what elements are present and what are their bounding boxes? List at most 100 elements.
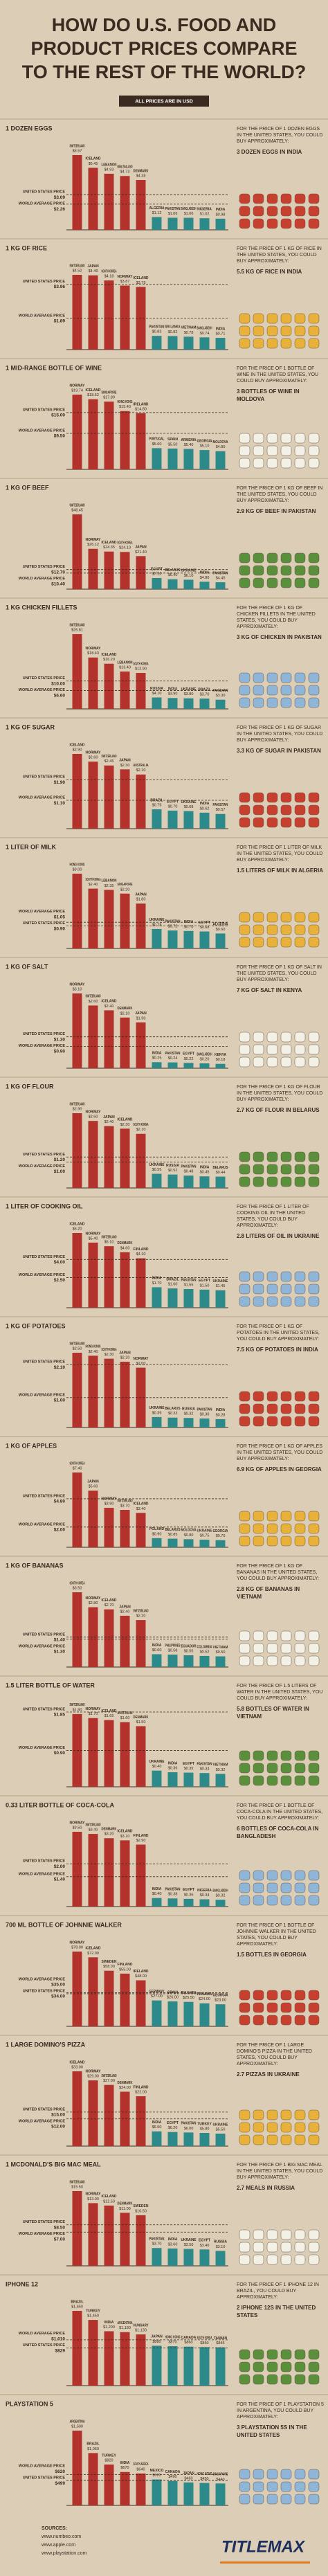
value-label: $4.10 xyxy=(136,1252,146,1257)
bar xyxy=(215,1540,226,1547)
icon xyxy=(253,792,264,803)
comparison-text: FOR THE PRICE OF 1.5 LITERS OF WATER IN … xyxy=(237,1683,324,1720)
icon xyxy=(280,937,292,948)
icon xyxy=(294,2494,306,2505)
country-label: EGYPT xyxy=(183,1052,194,1056)
country-label: SOUTH KOREA xyxy=(197,2336,212,2341)
icon xyxy=(308,697,320,708)
icon xyxy=(308,1643,320,1654)
country-label: JAPAN xyxy=(119,1351,131,1355)
value-label: $0.72 xyxy=(168,925,178,929)
value-label: $2.70 xyxy=(104,1603,114,1607)
country-label: BELARUS xyxy=(165,1407,181,1411)
icon xyxy=(308,1630,320,1641)
icon xyxy=(253,193,264,204)
country-label: ICELAND xyxy=(102,1000,117,1004)
icon xyxy=(253,565,264,576)
icon xyxy=(308,1763,320,1774)
icon xyxy=(266,2229,278,2240)
item-title: 1 DOZEN EGGS xyxy=(6,125,53,132)
bar xyxy=(120,552,130,589)
icon xyxy=(239,2109,250,2120)
country-label: ICELAND xyxy=(134,276,149,280)
comparison: FOR THE PRICE OF 1 LITER OF COOKING OIL … xyxy=(237,1205,309,1229)
bar xyxy=(72,1472,82,1547)
icon xyxy=(294,445,306,456)
bar xyxy=(183,1176,194,1188)
icon xyxy=(253,672,264,683)
country-label: ICELAND xyxy=(102,653,117,657)
bar xyxy=(72,514,82,589)
bar xyxy=(215,933,226,948)
bar xyxy=(183,336,194,350)
icon xyxy=(280,2229,292,2240)
icon xyxy=(280,1630,292,1641)
icon xyxy=(308,912,320,923)
value-label: $0.25 xyxy=(152,1056,162,1061)
reference-name: UNITED STATES PRICE xyxy=(23,775,66,780)
comparison-box: FOR THE PRICE OF 1 KG OF BEEF IN THE UNI… xyxy=(237,486,322,514)
country-label: SWITZERLAND xyxy=(70,623,85,627)
country-label: SWITZERLAND xyxy=(86,995,101,999)
value-label: $10.50 xyxy=(135,2209,147,2213)
country-label: ICELAND xyxy=(70,2060,85,2064)
icon xyxy=(308,1391,320,1402)
value-label: $25.50 xyxy=(183,1996,194,2000)
value-label: $0.52 xyxy=(168,1169,178,1173)
bar xyxy=(136,1844,146,1907)
icon xyxy=(280,685,292,696)
comparison-box: FOR THE PRICE OF 1 BIG MAC MEAL IN THE U… xyxy=(237,2163,322,2191)
bar xyxy=(72,155,82,230)
bar xyxy=(199,2249,210,2266)
value-label: $4.52 xyxy=(73,269,82,273)
country-label: NORWAY xyxy=(102,1497,118,1501)
reference-name: WORLD AVERAGE PRICE xyxy=(19,2332,66,2336)
value-label: $2.60 xyxy=(89,756,98,760)
reference-label: $2.26 xyxy=(54,207,66,212)
icon xyxy=(280,193,292,204)
icon xyxy=(239,912,250,923)
icon xyxy=(308,2134,320,2145)
icon xyxy=(294,817,306,828)
icon xyxy=(239,2361,250,2372)
country-label: PAKISTAN xyxy=(149,325,165,329)
country-label: HONG KONG xyxy=(165,2335,181,2339)
value-label: $29.00 xyxy=(87,2075,99,2079)
icon xyxy=(294,1523,306,1534)
value-label: $14.80 xyxy=(135,407,147,411)
value-label: $17.89 xyxy=(103,396,115,400)
value-label: $0.78 xyxy=(184,331,194,335)
bar xyxy=(104,173,114,230)
country-label: NORWAY xyxy=(86,1232,102,1236)
value-label: $0.75 xyxy=(200,1534,210,1538)
source: www.numbeo.com xyxy=(41,2534,81,2539)
icon xyxy=(253,2374,264,2385)
icon xyxy=(239,1895,250,1906)
country-label: DENMARK xyxy=(102,1828,117,1832)
comparison-box: FOR THE PRICE OF 1 BOTTLE OF JOHNNIE WAL… xyxy=(237,1923,316,1958)
value-label: $3.70 xyxy=(120,1504,130,1508)
icon xyxy=(294,937,306,948)
country-label: SWITZERLAND xyxy=(70,2180,85,2184)
bar xyxy=(167,1898,178,1907)
value-label: $48.45 xyxy=(71,508,83,512)
icon xyxy=(308,445,320,456)
icon xyxy=(253,912,264,923)
icon xyxy=(294,2481,306,2492)
reference-label: $4.80 xyxy=(54,1499,66,1504)
result: 2.7 PIZZAS IN UKRAINE xyxy=(237,2071,300,2078)
bar xyxy=(215,2483,226,2505)
country-label: COLOMBIA xyxy=(197,1645,212,1649)
icon xyxy=(294,1391,306,1402)
country-label: SWITZERLAND xyxy=(102,755,117,759)
country-label: INDIA xyxy=(200,1166,210,1170)
value-label: $0.44 xyxy=(216,1171,226,1175)
value-label: $2.60 xyxy=(89,1000,98,1004)
bar xyxy=(199,2347,210,2386)
icon xyxy=(280,565,292,576)
bar xyxy=(199,218,210,230)
value-label: $1.50 xyxy=(200,1284,210,1288)
icon xyxy=(266,1056,278,1068)
icon xyxy=(294,1870,306,1881)
icon xyxy=(308,1032,320,1043)
